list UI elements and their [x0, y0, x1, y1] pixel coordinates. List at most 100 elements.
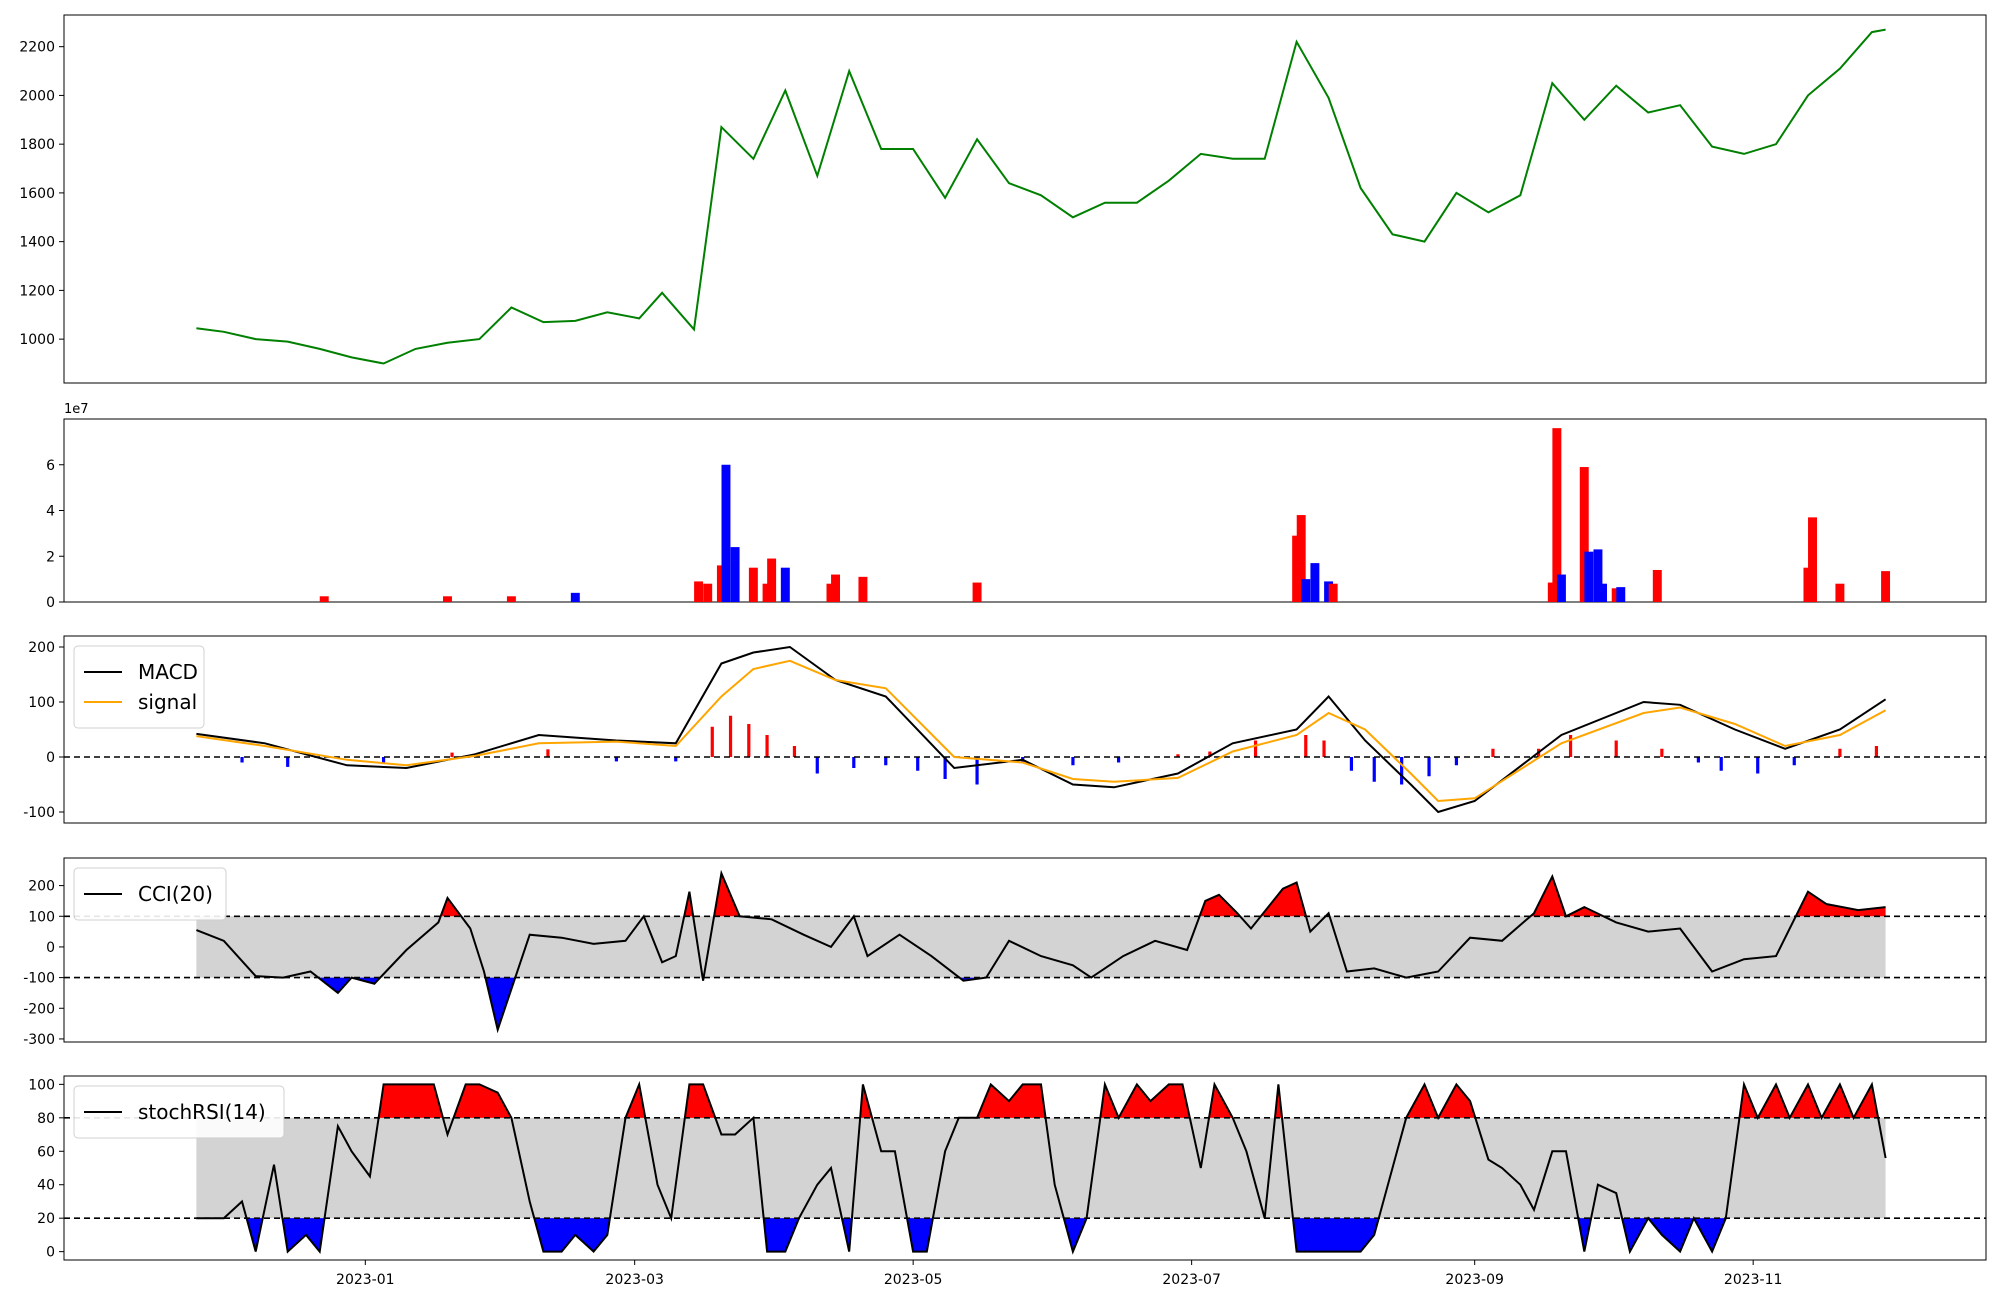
price-y-tick-label: 1400 [19, 235, 55, 251]
volume-bar [1324, 581, 1334, 602]
macd-histogram-bar [674, 757, 678, 762]
volume-bar [570, 592, 580, 602]
macd-histogram-bar [1696, 757, 1700, 763]
volume-bar [1579, 467, 1589, 602]
volume-bar [1552, 428, 1562, 602]
macd-histogram-bar [1427, 757, 1431, 777]
macd-histogram-bar [747, 724, 751, 757]
cci-panel [63, 857, 1987, 1043]
legend-label-cci-20-: CCI(20) [138, 882, 213, 906]
x-tick-label: 2023-07 [1162, 1272, 1221, 1288]
cci-y-tick-label: -100 [23, 971, 55, 987]
macd-histogram-bar [1491, 748, 1495, 757]
volume-bar [826, 583, 836, 602]
macd-histogram-bar [1372, 757, 1376, 782]
volume-bar [831, 574, 841, 602]
price-y-tick-label: 1000 [19, 332, 55, 348]
macd-histogram-bar [943, 757, 947, 779]
stochrsi-oversold-fill [196, 1218, 1726, 1252]
macd-histogram-bar [1304, 735, 1308, 757]
volume-bar [1584, 551, 1594, 602]
volume-bar [721, 464, 731, 602]
volume-bar [1328, 583, 1338, 602]
legend-box [73, 645, 205, 729]
price-line [196, 28, 1886, 365]
x-tick-label: 2023-05 [884, 1272, 943, 1288]
macd-histogram-bar [286, 757, 290, 767]
price-y-tick-label: 1800 [19, 137, 55, 153]
stochrsi-line [196, 1080, 1887, 1255]
macd-y-tick-label: 200 [28, 640, 55, 656]
volume-bar [1803, 567, 1813, 602]
macd-histogram-bar [381, 757, 386, 764]
macd-histogram-bar [884, 757, 888, 766]
signal-line [196, 659, 1887, 803]
macd-y-tick-label: -100 [23, 805, 55, 821]
stochrsi-y-tick-label: 100 [28, 1077, 55, 1093]
macd-histogram-bar [1349, 757, 1354, 771]
volume-bar [1616, 587, 1626, 602]
macd-histogram-bar [815, 757, 819, 774]
volume-bar [748, 567, 758, 602]
macd-histogram-bar [240, 757, 244, 763]
stochrsi-y-tick-label: 20 [37, 1211, 55, 1227]
macd-histogram-bar [1838, 748, 1842, 757]
volume-bar [1296, 515, 1306, 602]
volume-bar [1652, 569, 1662, 602]
volume-bar [767, 558, 777, 602]
macd-histogram-bar [1719, 757, 1723, 771]
stochrsi-y-tick-label: 60 [37, 1144, 55, 1160]
volume-bar [762, 583, 772, 602]
volume-bar [730, 547, 740, 602]
macd-histogram-bar [1400, 757, 1404, 785]
legend-label-macd: MACD [138, 660, 198, 684]
volume-bar [1611, 588, 1621, 602]
legend-box [73, 867, 227, 921]
volume-bar [858, 576, 868, 602]
volume-y-tick-label: 2 [46, 549, 55, 565]
legend: CCI(20) [73, 867, 227, 921]
price-panel [63, 14, 1987, 384]
macd-histogram-bar [546, 749, 550, 757]
macd-histogram-bar [1614, 740, 1618, 757]
stochrsi-band [196, 1117, 1886, 1219]
macd-histogram-bar [792, 746, 797, 757]
cci-y-tick-label: 200 [28, 879, 55, 895]
volume-bar [1598, 583, 1607, 602]
volume-bar [694, 581, 704, 602]
volume-bar [506, 596, 516, 602]
stochrsi-y-tick-label: 80 [37, 1111, 55, 1127]
price-y-tick-label: 2200 [19, 40, 55, 56]
x-tick-label: 2023-11 [1724, 1272, 1783, 1288]
macd-histogram-bar [1116, 757, 1121, 763]
macd-histogram-bar [916, 757, 920, 771]
macd-histogram-bar [614, 757, 619, 762]
stochrsi-y-tick-label: 40 [37, 1178, 55, 1194]
volume-bar [319, 596, 329, 602]
cci-band [196, 916, 1886, 978]
volume-bar [1292, 535, 1302, 602]
volume-bar [1556, 574, 1566, 602]
macd-histogram-bar [1071, 757, 1075, 766]
cci-y-tick-label: -200 [23, 1001, 55, 1017]
macd-histogram-bar [1253, 740, 1258, 757]
volume-bar [1808, 517, 1817, 602]
volume-bar [1881, 571, 1891, 602]
volume-bar [1547, 582, 1557, 602]
volume-y-tick-label: 6 [46, 458, 55, 474]
volume-y-tick-label: 0 [46, 595, 55, 611]
x-tick-label: 2023-03 [605, 1272, 664, 1288]
macd-histogram-bar [765, 735, 769, 757]
volume-bar [703, 583, 713, 602]
cci-y-tick-label: 0 [46, 940, 55, 956]
macd-histogram-bar [1660, 748, 1664, 757]
macd-line [196, 645, 1887, 814]
macd-histogram-bar [728, 715, 733, 757]
cci-line [196, 869, 1886, 1034]
macd-histogram-bar [1322, 740, 1326, 757]
stochrsi-y-tick-label: 0 [46, 1245, 55, 1261]
volume-bar [716, 565, 726, 602]
macd-histogram-bar [1568, 735, 1573, 757]
